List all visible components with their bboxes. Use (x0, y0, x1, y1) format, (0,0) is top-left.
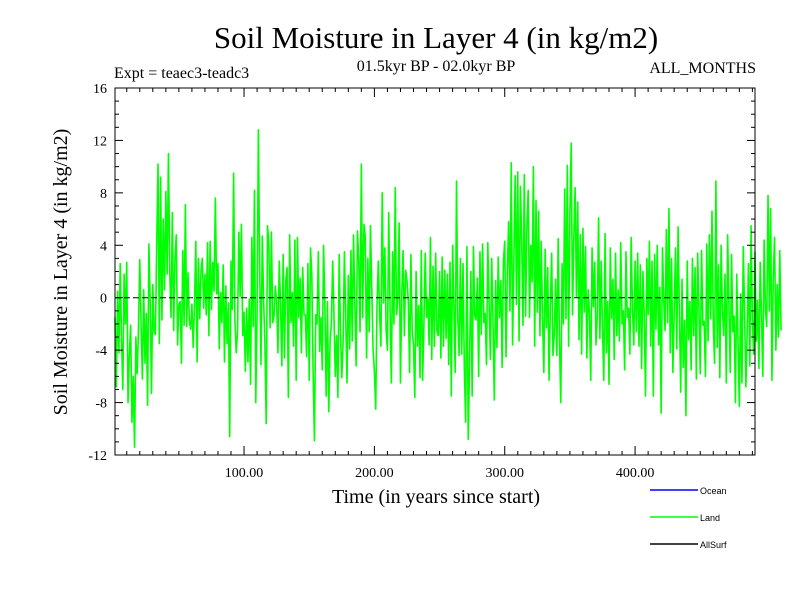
series-layer (114, 129, 782, 448)
x-tick-label: 100.00 (225, 466, 264, 481)
x-tick-label: 300.00 (485, 466, 524, 481)
experiment-label: Expt = teaec3-teadc3 (114, 65, 249, 82)
months-label: ALL_MONTHS (649, 60, 756, 77)
series-line-land (114, 129, 782, 448)
y-tick-label: 12 (93, 134, 107, 149)
tick-layer: -12 -8 -4 0 4 8 12 16 100.00 200.00 300.00 400.00 (88, 82, 755, 481)
y-tick-label: -8 (95, 397, 107, 412)
legend: Ocean Land AllSurf (650, 486, 727, 550)
y-tick-label: 8 (100, 187, 107, 202)
legend-label-ocean: Ocean (700, 486, 727, 496)
x-tick-label: 400.00 (616, 466, 655, 481)
x-axis-label: Time (in years since start) (332, 486, 540, 508)
legend-label-land: Land (700, 513, 720, 523)
y-tick-label: 0 (100, 292, 107, 307)
y-tick-label: -4 (95, 344, 107, 359)
legend-label-allsurf: AllSurf (700, 540, 727, 550)
chart-title: Soil Moisture in Layer 4 (in kg/m2) (214, 20, 658, 55)
x-tick-label: 200.00 (355, 466, 394, 481)
y-tick-label: 16 (93, 82, 107, 97)
y-tick-label: -12 (88, 449, 107, 464)
period-label: 01.5kyr BP - 02.0kyr BP (357, 58, 516, 75)
y-tick-label: 4 (100, 239, 107, 254)
y-axis-label: Soil Moisture in Layer 4 (in kg/m2) (50, 129, 72, 416)
